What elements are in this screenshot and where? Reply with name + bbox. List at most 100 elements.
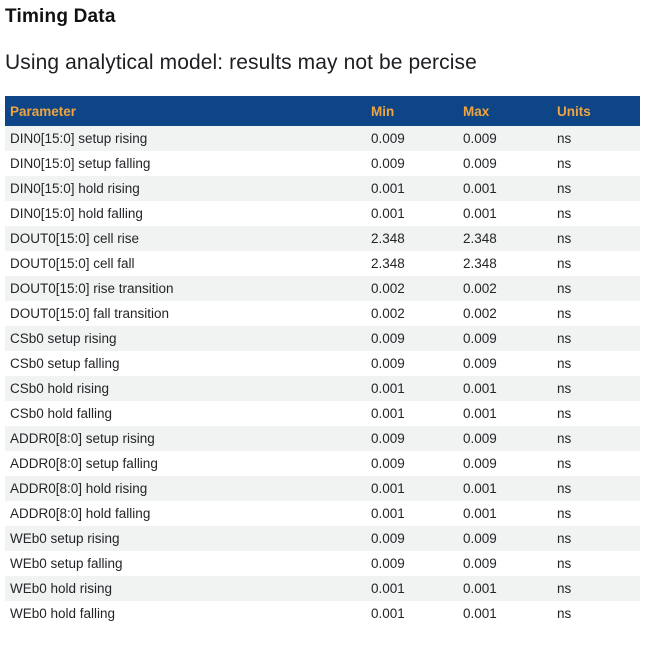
min-cell: 0.001 [371, 181, 405, 196]
table-row: WEb0 setup rising 0.009 0.009 ns [5, 526, 640, 551]
table-row: ADDR0[8:0] setup falling 0.009 0.009 ns [5, 451, 640, 476]
parameter-cell: ADDR0[8:0] setup falling [10, 456, 158, 471]
table-row: CSb0 setup rising 0.009 0.009 ns [5, 326, 640, 351]
min-cell: 0.002 [371, 281, 405, 296]
table-row: CSb0 setup falling 0.009 0.009 ns [5, 351, 640, 376]
units-cell: ns [557, 156, 572, 171]
units-cell: ns [557, 431, 572, 446]
table-row: WEb0 hold falling 0.001 0.001 ns [5, 601, 640, 626]
min-cell: 0.009 [371, 531, 405, 546]
min-cell: 2.348 [371, 231, 405, 246]
max-cell: 0.009 [463, 431, 497, 446]
table-row: ADDR0[8:0] hold falling 0.001 0.001 ns [5, 501, 640, 526]
max-cell: 0.001 [463, 506, 497, 521]
parameter-cell: DOUT0[15:0] cell fall [10, 256, 135, 271]
parameter-cell: WEb0 hold falling [10, 606, 116, 621]
timing-table: Parameter Min Max Units DIN0[15:0] setup… [5, 96, 640, 626]
parameter-cell: CSb0 setup rising [10, 331, 117, 346]
units-cell: ns [557, 481, 572, 496]
table-row: DOUT0[15:0] cell rise 2.348 2.348 ns [5, 226, 640, 251]
min-cell: 0.001 [371, 581, 405, 596]
timing-table-header: Parameter Min Max Units [5, 96, 640, 126]
min-cell: 0.009 [371, 456, 405, 471]
units-cell: ns [557, 331, 572, 346]
units-cell: ns [557, 131, 572, 146]
min-cell: 0.002 [371, 306, 405, 321]
max-cell: 0.001 [463, 381, 497, 396]
table-row: WEb0 setup falling 0.009 0.009 ns [5, 551, 640, 576]
max-cell: 0.009 [463, 556, 497, 571]
table-row: DOUT0[15:0] fall transition 0.002 0.002 ns [5, 301, 640, 326]
units-cell: ns [557, 506, 572, 521]
min-cell: 0.001 [371, 606, 405, 621]
column-header-max: Max [463, 103, 490, 119]
min-cell: 0.001 [371, 206, 405, 221]
min-cell: 0.009 [371, 431, 405, 446]
parameter-cell: DIN0[15:0] setup rising [10, 131, 148, 146]
parameter-cell: CSb0 hold falling [10, 406, 113, 421]
parameter-cell: ADDR0[8:0] hold falling [10, 506, 151, 521]
min-cell: 0.001 [371, 406, 405, 421]
table-row: CSb0 hold rising 0.001 0.001 ns [5, 376, 640, 401]
units-cell: ns [557, 606, 572, 621]
table-row: DIN0[15:0] setup falling 0.009 0.009 ns [5, 151, 640, 176]
units-cell: ns [557, 406, 572, 421]
max-cell: 2.348 [463, 231, 497, 246]
column-header-units: Units [557, 103, 591, 119]
parameter-cell: DIN0[15:0] setup falling [10, 156, 151, 171]
parameter-cell: DIN0[15:0] hold falling [10, 206, 143, 221]
parameter-cell: CSb0 hold rising [10, 381, 110, 396]
units-cell: ns [557, 531, 572, 546]
table-row: DIN0[15:0] setup rising 0.009 0.009 ns [5, 126, 640, 151]
timing-table-body: DIN0[15:0] setup rising 0.009 0.009 ns DIN0[… [5, 126, 640, 626]
table-row: DIN0[15:0] hold falling 0.001 0.001 ns [5, 201, 640, 226]
max-cell: 0.001 [463, 581, 497, 596]
column-header-parameter: Parameter [10, 103, 77, 119]
units-cell: ns [557, 556, 572, 571]
max-cell: 0.002 [463, 281, 497, 296]
header-row: Parameter Min Max Units [5, 96, 640, 126]
max-cell: 0.001 [463, 406, 497, 421]
table-row: DOUT0[15:0] rise transition 0.002 0.002 ns [5, 276, 640, 301]
max-cell: 0.001 [463, 181, 497, 196]
units-cell: ns [557, 456, 572, 471]
units-cell: ns [557, 381, 572, 396]
max-cell: 2.348 [463, 256, 497, 271]
parameter-cell: ADDR0[8:0] setup rising [10, 431, 155, 446]
max-cell: 0.009 [463, 156, 497, 171]
units-cell: ns [557, 231, 572, 246]
max-cell: 0.001 [463, 481, 497, 496]
max-cell: 0.009 [463, 456, 497, 471]
max-cell: 0.009 [463, 331, 497, 346]
page-content: Timing Data Using analytical model: resu… [0, 5, 650, 626]
page-subtitle: Using analytical model: results may not … [5, 51, 477, 74]
parameter-cell: DOUT0[15:0] cell rise [10, 231, 140, 246]
units-cell: ns [557, 206, 572, 221]
max-cell: 0.009 [463, 531, 497, 546]
max-cell: 0.001 [463, 606, 497, 621]
max-cell: 0.001 [463, 206, 497, 221]
column-header-min: Min [371, 103, 395, 119]
parameter-cell: WEb0 setup falling [10, 556, 123, 571]
table-row: CSb0 hold falling 0.001 0.001 ns [5, 401, 640, 426]
min-cell: 0.001 [371, 381, 405, 396]
min-cell: 0.009 [371, 131, 405, 146]
parameter-cell: WEb0 setup rising [10, 531, 120, 546]
parameter-cell: DOUT0[15:0] fall transition [10, 306, 170, 321]
table-row: ADDR0[8:0] setup rising 0.009 0.009 ns [5, 426, 640, 451]
table-row: WEb0 hold rising 0.001 0.001 ns [5, 576, 640, 601]
table-row: DIN0[15:0] hold rising 0.001 0.001 ns [5, 176, 640, 201]
min-cell: 0.009 [371, 331, 405, 346]
min-cell: 0.009 [371, 556, 405, 571]
min-cell: 0.009 [371, 356, 405, 371]
table-row: DOUT0[15:0] cell fall 2.348 2.348 ns [5, 251, 640, 276]
parameter-cell: DIN0[15:0] hold rising [10, 181, 140, 196]
units-cell: ns [557, 256, 572, 271]
parameter-cell: ADDR0[8:0] hold rising [10, 481, 148, 496]
table-row: ADDR0[8:0] hold rising 0.001 0.001 ns [5, 476, 640, 501]
parameter-cell: WEb0 hold rising [10, 581, 113, 596]
min-cell: 0.009 [371, 156, 405, 171]
parameter-cell: DOUT0[15:0] rise transition [10, 281, 174, 296]
units-cell: ns [557, 356, 572, 371]
units-cell: ns [557, 581, 572, 596]
